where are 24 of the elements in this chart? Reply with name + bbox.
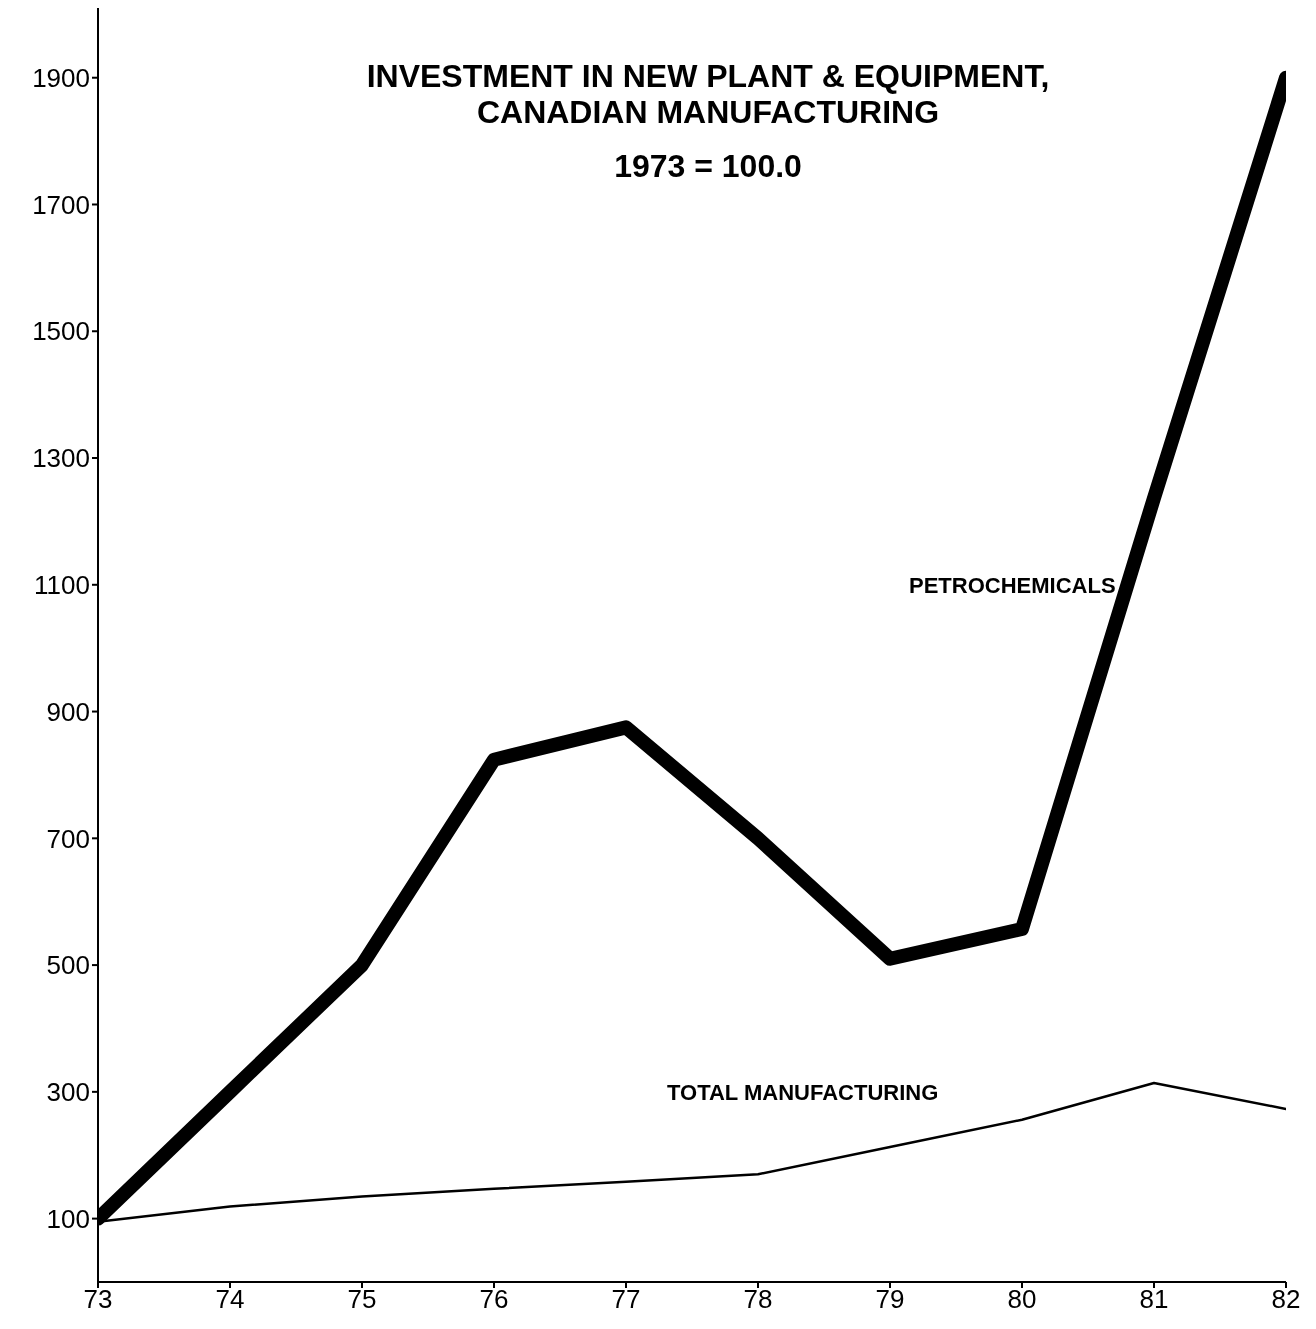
y-tick-label: 1900: [32, 62, 90, 93]
y-tick-label: 1700: [32, 189, 90, 220]
x-tick-label: 75: [347, 1284, 377, 1315]
x-tick-label: 78: [743, 1284, 773, 1315]
y-tick-label: 700: [46, 823, 90, 854]
x-tick-label: 74: [215, 1284, 245, 1315]
series-label: TOTAL MANUFACTURING: [667, 1079, 939, 1105]
x-tick-label: 77: [611, 1284, 641, 1315]
y-tick-label: 300: [46, 1077, 90, 1108]
x-tick-label: 82: [1271, 1284, 1301, 1315]
x-tick-label: 81: [1139, 1284, 1169, 1315]
y-tick-label: 1100: [34, 570, 90, 601]
x-tick-label: 80: [1007, 1284, 1037, 1315]
text: 1973 = 100.0: [613, 148, 803, 184]
x-tick-label: 79: [875, 1284, 905, 1315]
x-tick-label: 76: [479, 1284, 509, 1315]
series-label: PETROCHEMICALS: [909, 572, 1116, 598]
y-tick-label: 500: [46, 950, 90, 981]
y-tick-label: 1500: [32, 316, 90, 347]
y-tick-label: 1300: [32, 443, 90, 474]
x-tick-label: 73: [83, 1284, 113, 1315]
y-tick-label: 100: [46, 1203, 90, 1234]
text: INVESTMENT IN NEW PLANT & EQUIPMENT, CANADIAN MANUFACTURING: [365, 58, 1051, 130]
y-tick-label: 900: [46, 696, 90, 727]
